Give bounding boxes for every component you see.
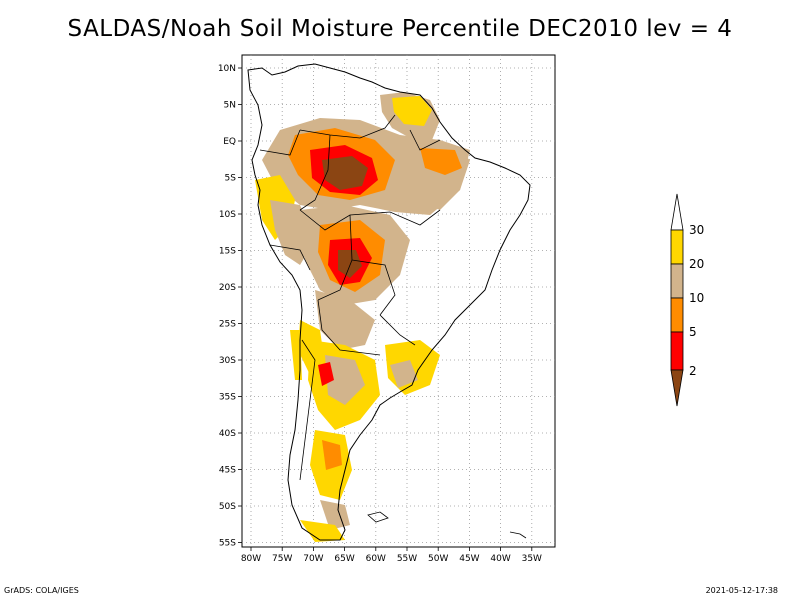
lat-label-35S: 35S (219, 393, 236, 403)
colorbar-segment-5-10 (670, 297, 684, 333)
footer-timestamp: 2021-05-12-17:38 (705, 586, 778, 595)
lon-label-50W: 50W (428, 554, 448, 564)
shade-region-uruguay-tan (390, 360, 418, 388)
colorbar-label-5: 5 (689, 325, 697, 339)
lon-label-40W: 40W (490, 554, 510, 564)
shade-region-patagonia-orange (322, 440, 342, 470)
shade-region-chaco (315, 290, 375, 350)
colorbar-label-30: 30 (689, 223, 704, 237)
lat-label-45S: 45S (219, 466, 236, 476)
shade-region-amapa (392, 96, 432, 126)
lat-label-25S: 25S (219, 320, 236, 330)
south-georgia-island (509, 531, 527, 539)
shade-region-argentina-red (318, 362, 334, 386)
falklands-island (367, 511, 389, 523)
shade-region-argentina-tan (325, 355, 365, 405)
colorbar-segment-20-30 (670, 229, 684, 265)
lat-label-10S: 10S (219, 210, 236, 220)
shade-region-chile (290, 330, 302, 380)
lon-label-45W: 45W (459, 554, 479, 564)
lon-label-65W: 65W (334, 554, 354, 564)
lat-label-55S: 55S (219, 539, 236, 549)
lat-label-15S: 15S (219, 247, 236, 257)
lat-label-10N: 10N (218, 64, 236, 74)
shade-region-tierra-del-fuego (300, 520, 345, 542)
shade-region-northeast-orange (420, 148, 462, 175)
lat-label-40S: 40S (219, 429, 236, 439)
lat-label-20S: 20S (219, 283, 236, 293)
lat-label-5N: 5N (224, 101, 236, 111)
lat-label-50S: 50S (219, 502, 236, 512)
footer-credit: GrADS: COLA/IGES (4, 586, 79, 595)
colorbar-segment-2-5 (670, 331, 684, 371)
shade-region-amazon-core (322, 156, 368, 190)
colorbar-label-10: 10 (689, 291, 704, 305)
colorbar-label-20: 20 (689, 257, 704, 271)
map-title: SALDAS/Noah Soil Moisture Percentile DEC… (67, 16, 733, 42)
colorbar-segment-10-20 (670, 263, 684, 299)
longitude-labels: 80W 75W 70W 65W 60W 55W 50W 45W 40W 35W (241, 547, 542, 564)
lon-label-60W: 60W (366, 554, 386, 564)
lat-label-EQ: EQ (223, 137, 236, 147)
lat-label-5S: 5S (225, 174, 237, 184)
south-america-coastline (247, 63, 531, 541)
lon-label-55W: 55W (397, 554, 417, 564)
colorbar: 30 20 10 5 2 (670, 193, 704, 407)
lat-label-30S: 30S (219, 356, 236, 366)
lon-label-70W: 70W (303, 554, 323, 564)
colorbar-label-2: 2 (689, 364, 697, 378)
colorbar-top-triangle (670, 193, 684, 231)
latitude-labels: 10N 5N EQ 5S 10S 15S 20S 25S 30S 35S 40S 45S 50S 55S (218, 64, 242, 549)
lon-label-35W: 35W (522, 554, 542, 564)
soil-moisture-shading (255, 92, 470, 542)
lon-label-75W: 75W (272, 554, 292, 564)
country-borders (259, 114, 441, 481)
lon-label-80W: 80W (241, 554, 261, 564)
colorbar-bottom-triangle (670, 369, 684, 407)
